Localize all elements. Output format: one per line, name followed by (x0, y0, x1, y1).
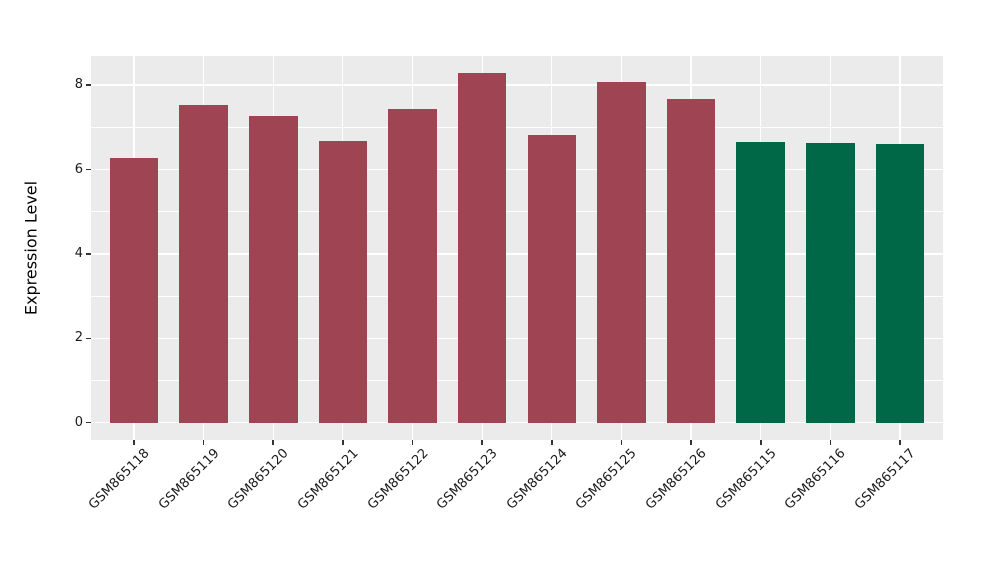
bar-GSM865126 (666, 98, 716, 423)
x-tick-mark-GSM865122 (411, 440, 414, 445)
gridline-minor-y3 (91, 295, 943, 297)
x-tick-label-GSM865125: GSM865125 (573, 446, 641, 513)
y-tick-mark-6 (85, 168, 91, 171)
bar-GSM865125 (597, 81, 646, 423)
y-tick-mark-8 (85, 84, 91, 86)
x-tick-mark-GSM865124 (551, 440, 553, 445)
bar-GSM865116 (806, 142, 855, 423)
x-tick-label-GSM865119: GSM865119 (155, 446, 223, 513)
x-tick-mark-GSM865115 (759, 440, 762, 445)
x-tick-label-GSM865126: GSM865126 (643, 446, 710, 513)
x-tick-label-GSM865115: GSM865115 (712, 446, 780, 513)
x-tick-label-GSM865117: GSM865117 (852, 446, 919, 513)
gridline-minor-y1 (91, 380, 943, 381)
bar-GSM865117 (875, 143, 925, 423)
x-tick-mark-GSM865121 (342, 440, 344, 445)
y-tick-mark-0 (85, 421, 91, 424)
x-tick-mark-GSM865125 (620, 440, 623, 445)
y-tick-label-0: 0 (74, 414, 83, 430)
bar-GSM865115 (736, 141, 785, 423)
bar-GSM865120 (249, 115, 298, 423)
y-tick-label-8: 8 (74, 77, 83, 93)
x-tick-mark-GSM865117 (899, 440, 901, 445)
y-tick-mark-4 (85, 253, 91, 255)
gridline-minor-y5 (91, 211, 943, 213)
bar-GSM865124 (527, 134, 577, 423)
gridline-major-y0 (91, 421, 943, 424)
x-tick-label-GSM865121: GSM865121 (294, 446, 362, 513)
y-tick-label-4: 4 (74, 245, 83, 261)
bar-GSM865121 (318, 140, 368, 423)
x-tick-mark-GSM865120 (272, 440, 275, 445)
x-tick-label-GSM865124: GSM865124 (503, 446, 571, 513)
gridline-major-y4 (91, 253, 943, 255)
x-tick-mark-GSM865123 (481, 440, 483, 445)
x-tick-label-GSM865123: GSM865123 (434, 446, 501, 513)
gridline-minor-y7 (91, 126, 943, 128)
gridline-major-y2 (91, 337, 943, 339)
x-tick-label-GSM865118: GSM865118 (86, 446, 153, 513)
x-tick-label-GSM865116: GSM865116 (782, 446, 849, 513)
x-tick-mark-GSM865118 (133, 440, 135, 445)
gridline-major-y8 (91, 84, 943, 86)
x-tick-mark-GSM865116 (829, 440, 832, 445)
x-tick-mark-GSM865119 (202, 440, 205, 445)
gridline-major-y6 (91, 168, 943, 171)
bar-GSM865122 (388, 109, 437, 423)
x-tick-mark-GSM865126 (690, 440, 692, 445)
x-tick-label-GSM865122: GSM865122 (364, 446, 432, 513)
y-tick-label-6: 6 (74, 161, 83, 177)
y-tick-mark-2 (85, 337, 91, 340)
x-tick-label-GSM865120: GSM865120 (225, 446, 292, 513)
bar-GSM865123 (457, 73, 507, 423)
plot-area (91, 56, 943, 440)
bar-GSM865119 (179, 104, 228, 423)
bar-GSM865118 (109, 157, 159, 423)
y-tick-label-2: 2 (74, 330, 83, 346)
